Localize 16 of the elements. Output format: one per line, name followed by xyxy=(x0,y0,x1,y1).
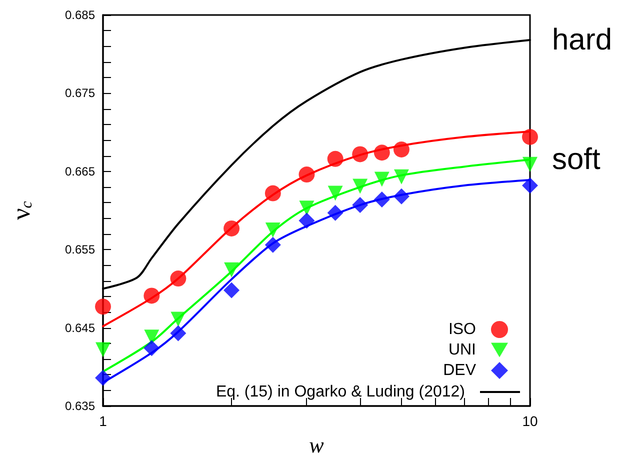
legend-label: UNI xyxy=(448,342,476,358)
legend-label: Eq. (15) in Ogarko & Luding (2012) xyxy=(216,384,465,400)
x-tick-label: 10 xyxy=(522,413,538,429)
y-tick-label: 0.655 xyxy=(64,242,96,257)
y-tick-label: 0.665 xyxy=(64,164,96,178)
x-axis-title: w xyxy=(309,432,324,458)
y-tick-label: 0.675 xyxy=(64,86,96,100)
annotation: hard xyxy=(552,24,612,57)
y-axis-title: νc xyxy=(6,201,36,220)
x-tick-label: 1 xyxy=(99,413,108,429)
legend-label: ISO xyxy=(448,321,476,338)
y-tick-label: 0.685 xyxy=(64,8,96,22)
annotation: soft xyxy=(552,143,602,176)
y-tick-label: 0.635 xyxy=(64,399,96,413)
legend-label: DEV xyxy=(443,362,476,379)
y-tick-label: 0.645 xyxy=(64,320,96,335)
